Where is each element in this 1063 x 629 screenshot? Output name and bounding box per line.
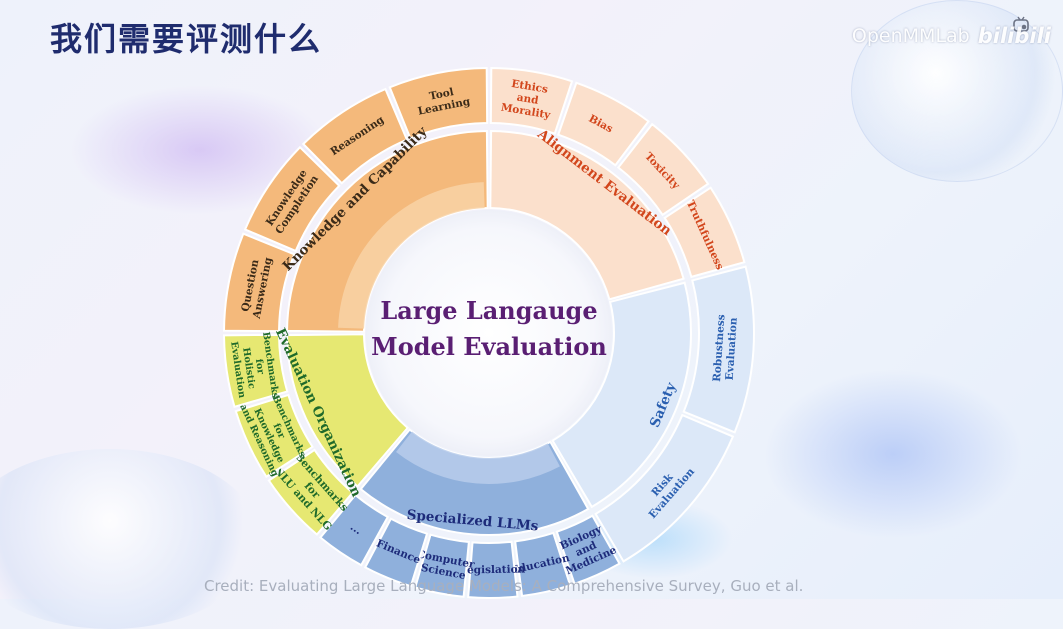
category-segment-safety xyxy=(551,281,692,509)
subcategory-segment xyxy=(267,448,355,536)
subcategory-segment xyxy=(489,67,574,135)
subcategory-segment xyxy=(514,531,572,598)
watermark-org: OpenMMLab xyxy=(851,25,970,47)
subcategory-segment xyxy=(363,517,429,588)
subcategory-segment xyxy=(301,87,409,185)
subcategory-label: Legislation xyxy=(460,563,526,576)
subcategory-segment xyxy=(663,186,746,279)
subcategory-segment xyxy=(555,514,621,586)
subcategory-segment xyxy=(594,413,735,563)
ring-accent xyxy=(338,182,485,329)
subcategory-segment xyxy=(616,122,710,217)
center-title-line-2: Model Evaluation xyxy=(371,332,607,361)
watermark: OpenMMLab bilibili xyxy=(852,24,1051,48)
subcategory-label: RobustnessEvaluation xyxy=(711,314,740,383)
category-alignment: EthicsandMoralityBiasToxicityTruthfulnes… xyxy=(489,67,746,301)
subcategory-segment xyxy=(223,333,289,409)
ring-accent xyxy=(396,431,560,484)
subcategory-segment xyxy=(223,232,296,333)
subcategory-segment xyxy=(388,67,489,140)
center-title: Large Langauge Model Evaluation xyxy=(371,296,607,361)
subcategory-segment xyxy=(413,533,470,598)
background-glow-blue xyxy=(763,369,1023,539)
credit-line: Credit: Evaluating Large Language Models… xyxy=(204,577,804,595)
evaluation-taxonomy-diagram: QuestionAnsweringKnowledgeCompletionReas… xyxy=(223,67,755,599)
subcategory-segment xyxy=(234,393,314,479)
category-segment-alignment xyxy=(489,129,685,301)
subcategory-segment xyxy=(319,493,390,567)
subcategory-segment xyxy=(556,81,650,167)
category-segment-organization xyxy=(286,333,410,488)
subcategory-segment xyxy=(467,540,519,599)
video-tv-icon xyxy=(1013,16,1029,32)
watermark-site-logo: bilibili xyxy=(977,24,1051,48)
page-title: 我们需要评测什么 xyxy=(50,20,323,58)
center-title-line-1: Large Langauge xyxy=(380,296,597,325)
center-disc xyxy=(366,210,612,456)
subcategory-segment xyxy=(682,265,755,434)
subcategory-segment xyxy=(243,145,341,253)
